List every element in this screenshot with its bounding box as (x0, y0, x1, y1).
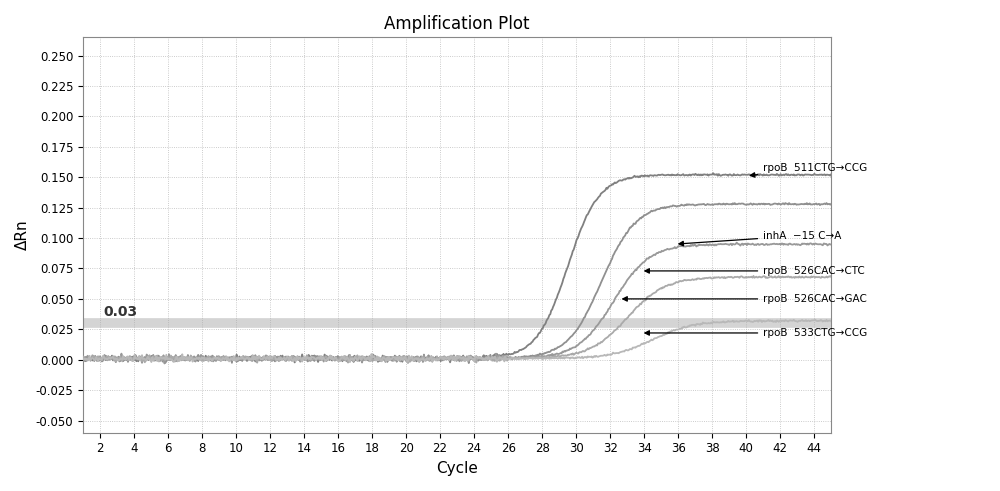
Text: 0.03: 0.03 (103, 305, 138, 319)
Text: inhA  −15 C→A: inhA −15 C→A (679, 231, 842, 246)
Text: rpoB  533CTG→CCG: rpoB 533CTG→CCG (645, 328, 867, 338)
Text: rpoB  526CAC→CTC: rpoB 526CAC→CTC (645, 266, 865, 276)
Text: rpoB  526CAC→GAC: rpoB 526CAC→GAC (623, 294, 867, 304)
Text: rpoB  511CTG→CCG: rpoB 511CTG→CCG (750, 163, 867, 177)
Y-axis label: ΔRn: ΔRn (15, 219, 30, 250)
X-axis label: Cycle: Cycle (436, 461, 478, 476)
Title: Amplification Plot: Amplification Plot (384, 15, 530, 33)
